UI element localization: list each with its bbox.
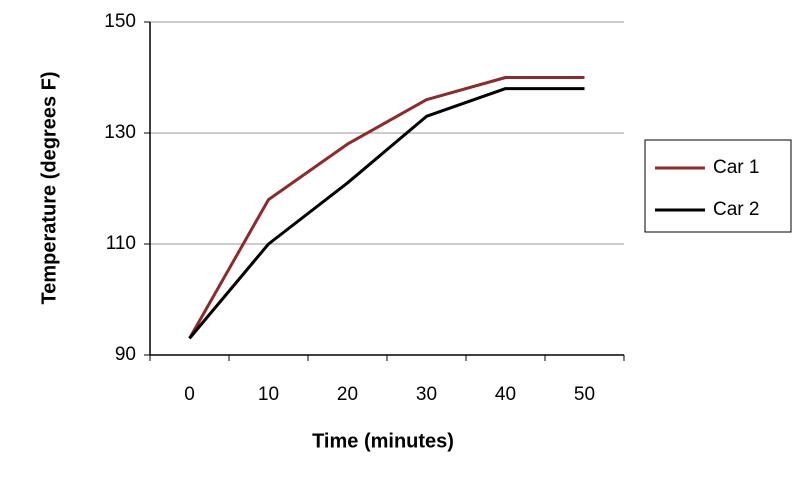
x-tick-label: 40: [495, 384, 516, 405]
y-tick-label: 150: [104, 11, 136, 32]
y-tick-label: 110: [106, 233, 136, 254]
legend-label: Car 1: [713, 157, 759, 178]
x-tick-label: 0: [184, 384, 195, 405]
legend-box: [644, 139, 792, 233]
y-axis-title: Temperature (degrees F): [38, 71, 60, 304]
series-line: [188, 76, 585, 340]
y-tick-label: 90: [115, 344, 136, 365]
x-axis-title: Time (minutes): [312, 430, 454, 452]
y-tick-label: 130: [104, 122, 136, 143]
legend-label: Car 2: [713, 199, 759, 220]
x-tick-label: 20: [337, 384, 358, 405]
x-tick-label: 50: [574, 384, 595, 405]
x-tick-label: 10: [258, 384, 279, 405]
x-tick-label: 30: [416, 384, 437, 405]
series-line: [188, 87, 585, 340]
